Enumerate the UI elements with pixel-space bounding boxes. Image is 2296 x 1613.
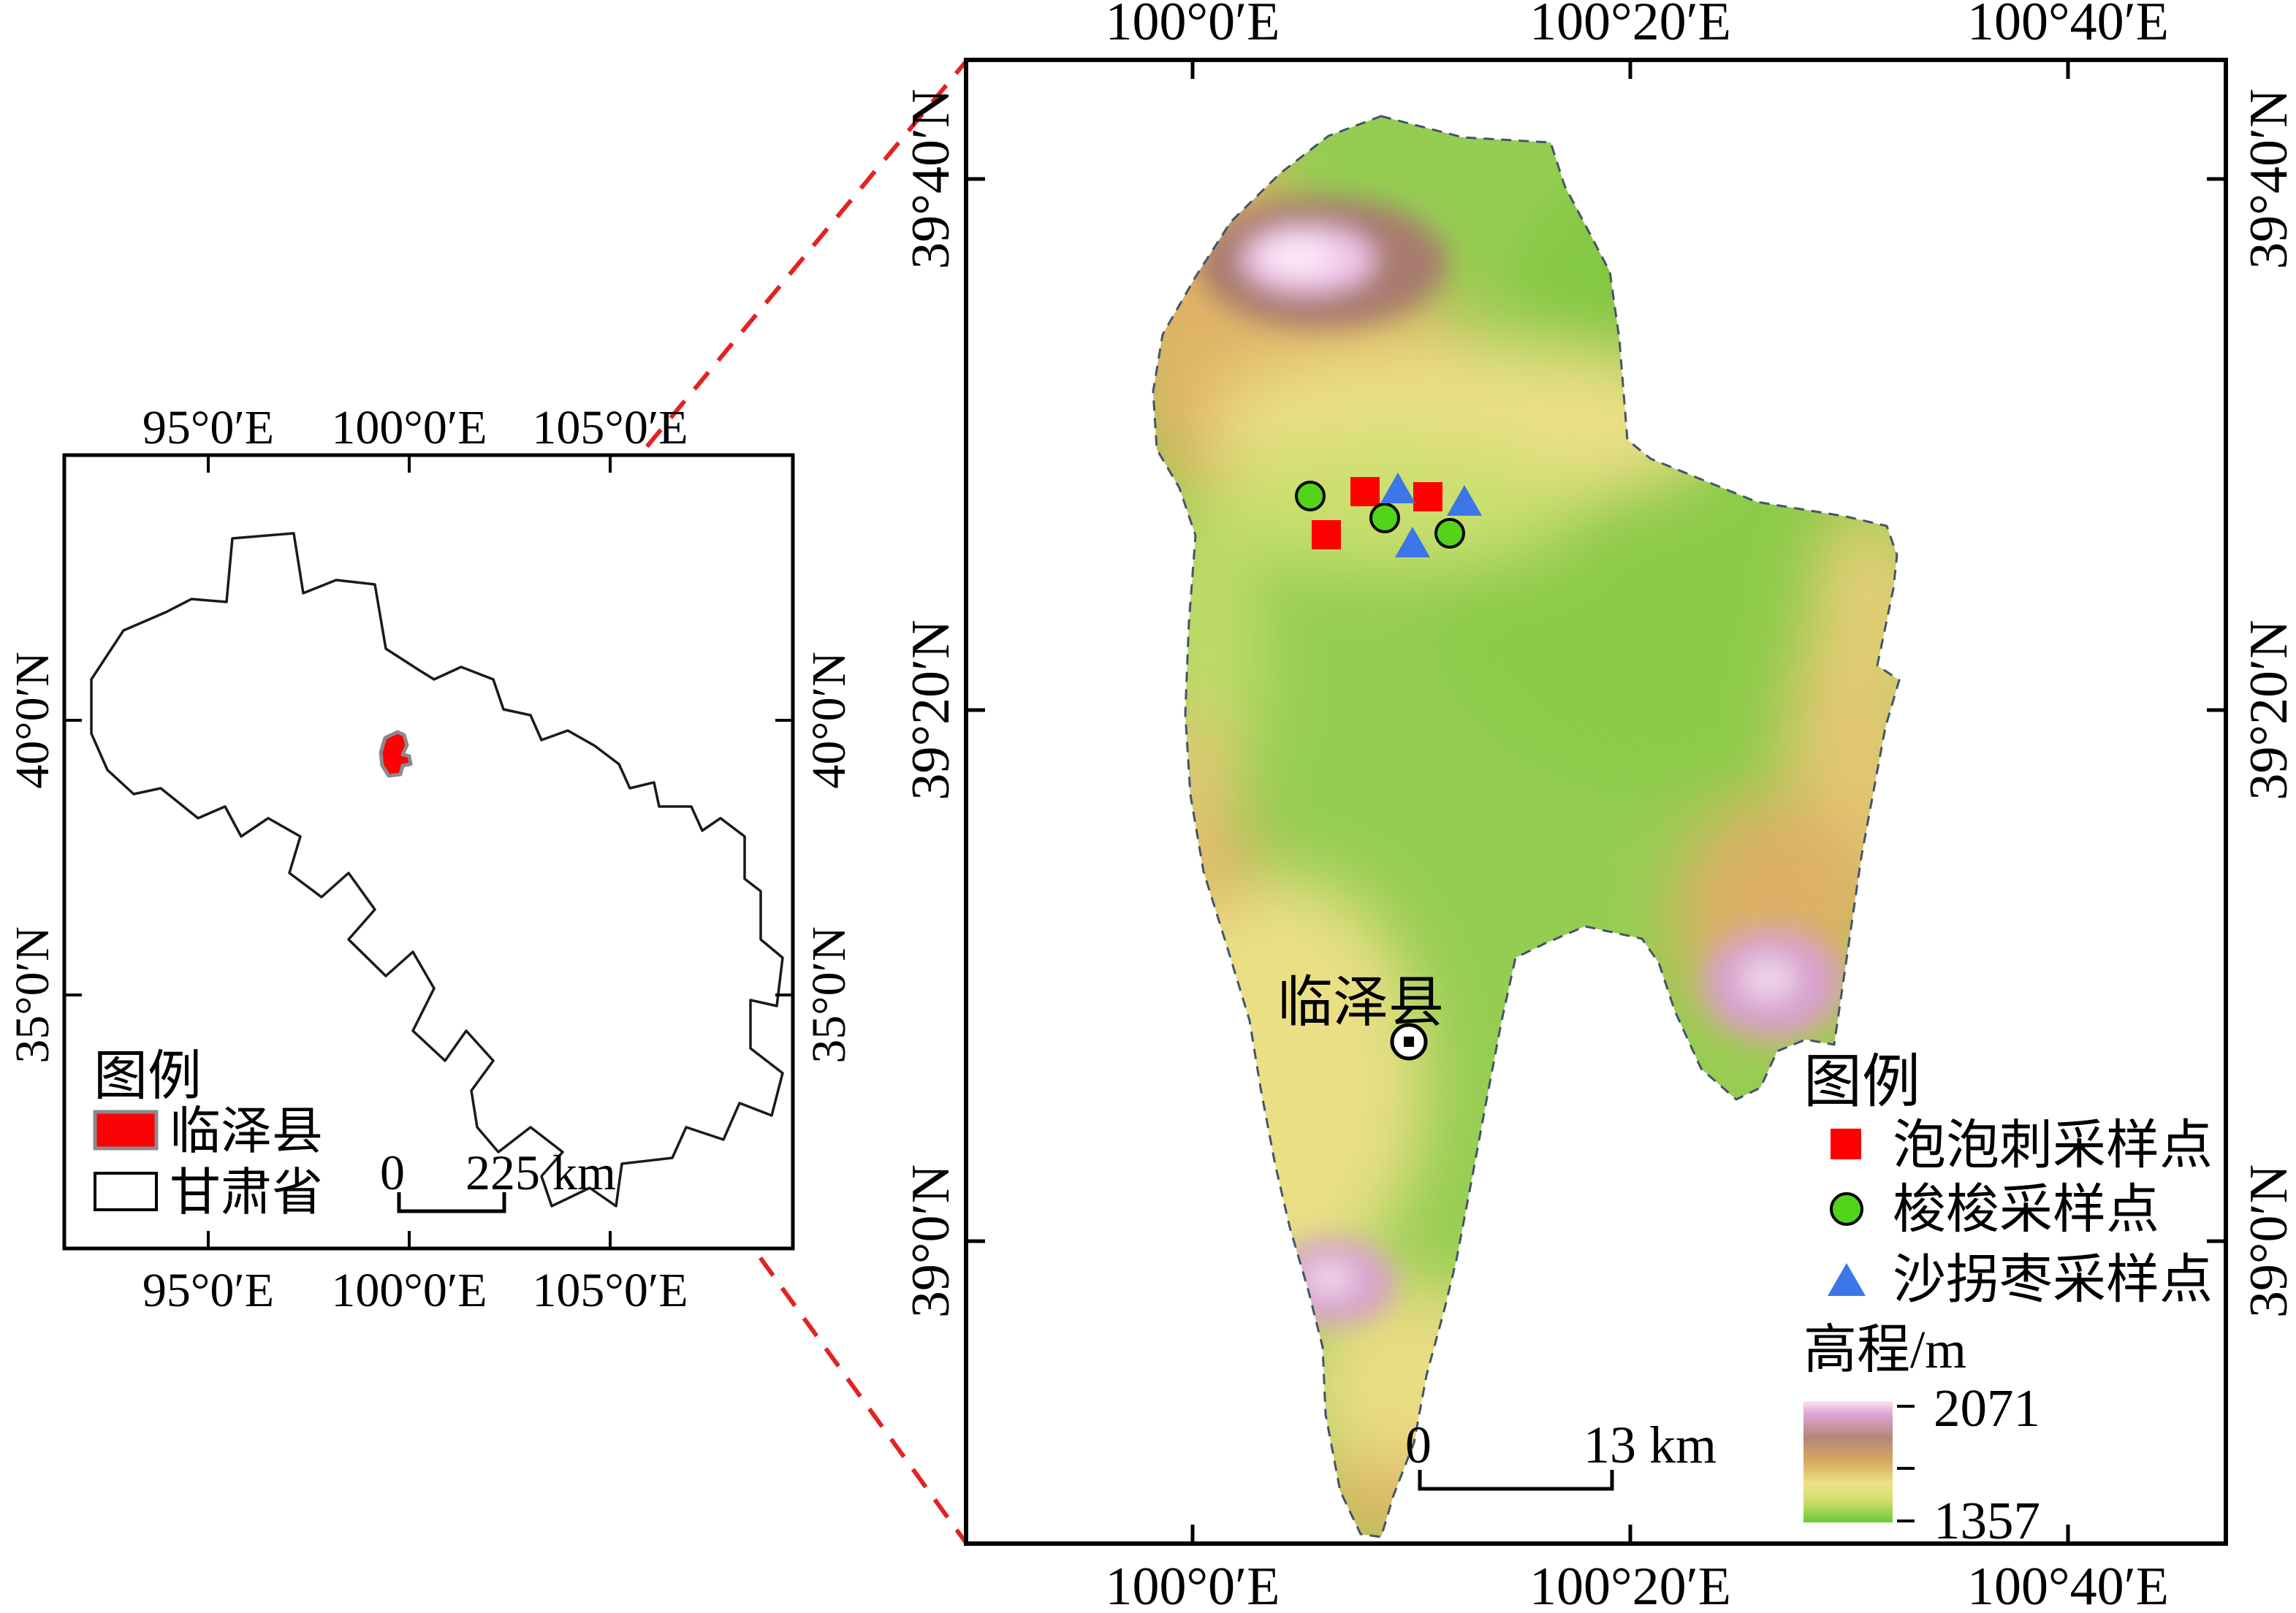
inset-legend-county-label: 临泽县 [170, 1104, 323, 1160]
main-top-axis-100E: 100°0′E [1106, 0, 1280, 52]
main-bottom-axis-10040E: 100°40′E [1967, 1557, 2169, 1613]
main-map: 100°0′E 100°20′E 100°40′E 100°0′E 100°20… [901, 0, 2296, 1613]
linze-county-boundary [1152, 115, 1901, 1538]
inset-top-axis-105E: 105°0′E [532, 401, 688, 454]
legend-paopaoci-label: 泡泡刺采样点 [1893, 1116, 2213, 1175]
elevation-min-value: 1357 [1934, 1491, 2040, 1550]
legend-shaguaizao-label: 沙拐枣采样点 [1893, 1250, 2213, 1309]
main-scale-bar-line [1418, 1470, 1614, 1491]
inset-legend-title: 图例 [94, 1047, 202, 1107]
main-legend-title: 图例 [1803, 1050, 1920, 1115]
inset-scale-bar-line [397, 1192, 506, 1213]
main-legend: 图例 泡泡刺采样点 梭梭采样点 沙拐枣采样点 高程/m 2071 1357 [1803, 1050, 2213, 1550]
elevation-title: 高程/m [1803, 1320, 1966, 1379]
shaguaizao-sample-point [1380, 473, 1415, 503]
county-seat-marker [1390, 1023, 1428, 1061]
paopaoci-sample-point [1312, 520, 1341, 549]
main-right-axis-3940N: 39°40′N [2239, 88, 2296, 269]
inset-scale-zero: 0 [380, 1145, 405, 1200]
main-right-axis-3920N: 39°20′N [2239, 619, 2296, 800]
elevation-colorbar [1803, 1401, 1893, 1522]
inset-bottom-axis-105E: 105°0′E [532, 1264, 688, 1317]
main-top-axis-10020E: 100°20′E [1529, 0, 1731, 52]
legend-square-swatch [1831, 1129, 1861, 1159]
legend-circle-swatch [1830, 1192, 1863, 1226]
inset-axis-ticks [64, 455, 793, 1248]
shaguaizao-sample-point [1395, 527, 1430, 557]
inset-legend: 图例 临泽县 甘肃省 [93, 1047, 323, 1221]
main-axis-ticks [966, 60, 2226, 1544]
inset-right-axis-40N: 40°0′N [802, 652, 856, 789]
main-right-axis-390N: 39°0′N [2239, 1164, 2296, 1318]
main-bottom-axis-10020E: 100°20′E [1529, 1557, 1731, 1613]
inset-legend-province-label: 甘肃省 [170, 1165, 323, 1221]
linze-county-highlight [379, 730, 413, 778]
paopaoci-sample-point [1350, 477, 1380, 506]
elevation-colorbar-ticks [1897, 1405, 1915, 1522]
main-scale-distance: 13 km [1584, 1416, 1717, 1474]
inset-legend-province-swatch [94, 1172, 158, 1211]
sampling-points [1295, 473, 1482, 557]
inset-left-axis-35N: 35°0′N [6, 926, 59, 1064]
main-scale-zero: 0 [1405, 1416, 1432, 1474]
shaguaizao-sample-point [1447, 485, 1482, 516]
inset-bottom-axis-100E: 100°0′E [331, 1264, 487, 1317]
inset-legend-county-swatch [93, 1110, 159, 1151]
inset-scale-bar: 0 225 km [380, 1145, 616, 1213]
legend-suosuo-label: 梭梭采样点 [1893, 1180, 2159, 1239]
suosuo-sample-point [1369, 503, 1400, 533]
inset-top-axis-95E: 95°0′E [142, 401, 274, 454]
elevation-max-value: 2071 [1934, 1379, 2040, 1438]
legend-triangle-swatch [1828, 1263, 1866, 1296]
inset-top-axis-100E: 100°0′E [331, 401, 487, 454]
main-bottom-axis-100E: 100°0′E [1106, 1557, 1280, 1613]
main-top-axis-10040E: 100°40′E [1967, 0, 2169, 52]
suosuo-sample-point [1295, 481, 1326, 511]
county-name-label: 临泽县 [1277, 972, 1444, 1034]
main-left-axis-3940N: 39°40′N [901, 88, 961, 269]
gansu-province-outline [90, 532, 784, 1208]
inset-map: 95°0′E 100°0′E 105°0′E 95°0′E 100°0′E 10… [6, 401, 856, 1317]
main-left-axis-3920N: 39°20′N [901, 619, 961, 800]
inset-scale-distance: 225 km [465, 1145, 616, 1200]
inset-right-axis-35N: 35°0′N [802, 926, 856, 1064]
suosuo-sample-point [1434, 518, 1465, 549]
main-scale-bar: 0 13 km [1405, 1416, 1717, 1491]
link-line-upper [407, 60, 968, 735]
main-left-axis-390N: 39°0′N [901, 1164, 961, 1318]
inset-bottom-axis-95E: 95°0′E [142, 1264, 274, 1317]
paopaoci-sample-point [1413, 482, 1442, 511]
inset-left-axis-40N: 40°0′N [6, 652, 59, 789]
